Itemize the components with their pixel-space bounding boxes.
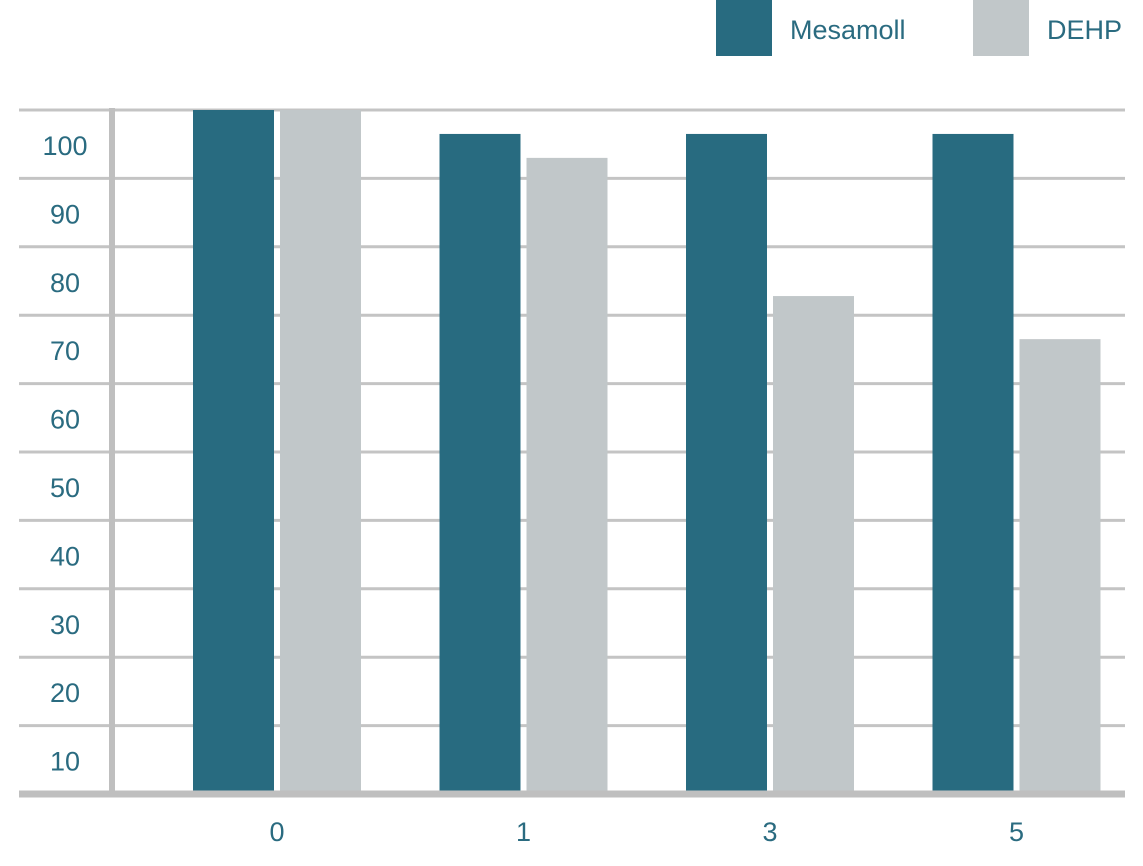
bars bbox=[193, 110, 1101, 794]
bar-mesamoll-1 bbox=[439, 133, 521, 794]
legend-label-dehp: DEHP bbox=[1047, 15, 1122, 45]
y-tick-label: 60 bbox=[50, 405, 80, 435]
x-axis-tick-labels: 0 1 3 5 bbox=[269, 817, 1024, 847]
x-tick-label: 0 bbox=[269, 817, 284, 847]
y-tick-label: 10 bbox=[50, 747, 80, 777]
y-tick-label: 100 bbox=[42, 131, 87, 161]
bar-mesamoll-3 bbox=[686, 133, 767, 794]
legend: Mesamoll DEHP bbox=[716, 0, 1122, 56]
y-tick-label: 20 bbox=[50, 678, 80, 708]
bar-dehp-5 bbox=[1019, 339, 1101, 794]
bar-dehp-0 bbox=[280, 110, 361, 794]
bar-dehp-1 bbox=[526, 157, 608, 794]
y-tick-label: 90 bbox=[50, 199, 80, 229]
x-tick-label: 3 bbox=[762, 817, 777, 847]
legend-swatch-mesamoll bbox=[716, 0, 772, 56]
legend-label-mesamoll: Mesamoll bbox=[790, 15, 906, 45]
bar-dehp-3 bbox=[773, 296, 854, 794]
bar-mesamoll-0 bbox=[193, 110, 274, 794]
x-tick-label: 1 bbox=[516, 817, 531, 847]
y-tick-label: 50 bbox=[50, 473, 80, 503]
axes bbox=[19, 108, 1125, 798]
y-tick-label: 70 bbox=[50, 336, 80, 366]
y-tick-label: 80 bbox=[50, 268, 80, 298]
y-axis-tick-labels: 10 20 30 40 50 60 70 80 90 100 bbox=[42, 131, 87, 777]
legend-swatch-dehp bbox=[973, 0, 1029, 56]
x-tick-label: 5 bbox=[1009, 817, 1024, 847]
y-tick-label: 30 bbox=[50, 610, 80, 640]
bar-mesamoll-5 bbox=[932, 133, 1014, 794]
y-tick-label: 40 bbox=[50, 541, 80, 571]
